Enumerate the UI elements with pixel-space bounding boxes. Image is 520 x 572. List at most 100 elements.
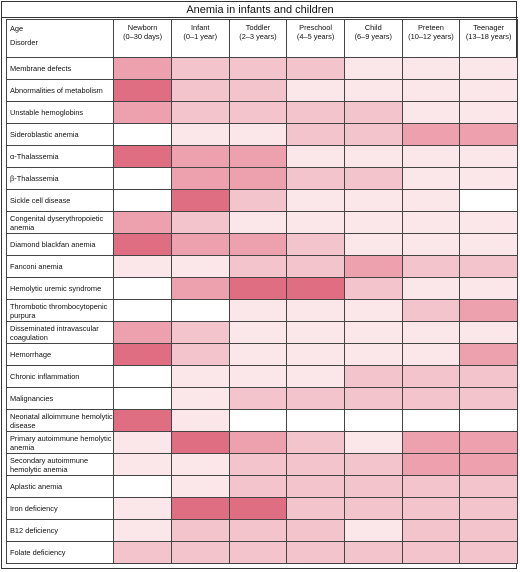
heatmap-cell: [401, 497, 461, 520]
table-row: Disseminated intravascular coagulation: [5, 321, 518, 344]
heatmap-cell: [401, 145, 461, 168]
heatmap-cell: [228, 299, 288, 322]
heatmap-cell: [113, 233, 172, 256]
heatmap-cell: [401, 79, 461, 102]
heatmap-cell: [228, 475, 288, 498]
table-row: Secondary autoimmune hemolytic anemia: [5, 453, 518, 476]
column-range: (2–3 years): [239, 32, 277, 41]
heatmap-cell: [228, 255, 288, 278]
heatmap-cell: [459, 123, 518, 146]
heatmap-cell: [170, 497, 230, 520]
disorder-label: Hemorrhage: [5, 343, 115, 366]
heatmap-cell: [228, 167, 288, 190]
heatmap-cell: [113, 299, 172, 322]
heatmap-cell: [286, 365, 345, 388]
heatmap-cell: [343, 167, 403, 190]
heatmap-cell: [343, 343, 403, 366]
heatmap-cell: [113, 123, 172, 146]
column-range: (6–9 years): [354, 32, 392, 41]
heatmap-cell: [343, 299, 403, 322]
heatmap-cell: [401, 101, 461, 124]
column-range: (13–18 years): [465, 32, 512, 41]
heatmap-cell: [401, 189, 461, 212]
heatmap-cell: [286, 387, 345, 410]
header-row: Age Disorder Newborn (0–30 days) Infant (0–…: [5, 19, 518, 58]
heatmap-cell: [401, 321, 461, 344]
heatmap-cell: [401, 453, 461, 476]
heatmap-cell: [286, 277, 345, 300]
heatmap-cell: [113, 255, 172, 278]
heatmap-cell: [286, 233, 345, 256]
heatmap-cell: [170, 233, 230, 256]
heatmap-cell: [401, 387, 461, 410]
column-header: Toddler (2–3 years): [228, 19, 288, 58]
heatmap-cell: [113, 497, 172, 520]
disorder-label: Hemolytic uremic syndrome: [5, 277, 115, 300]
disorder-label: B12 deficiency: [5, 519, 115, 542]
heatmap-cell: [170, 321, 230, 344]
heatmap-cell: [228, 321, 288, 344]
heatmap-cell: [113, 145, 172, 168]
heatmap-cell: [343, 255, 403, 278]
heatmap-cell: [286, 409, 345, 432]
disorder-label: Abnormalities of metabolism: [5, 79, 115, 102]
heatmap-cell: [459, 233, 518, 256]
table-row: Thrombotic thrombocytopenic purpura: [5, 299, 518, 322]
disorder-label: Primary autoimmune hemolytic anemia: [5, 431, 115, 454]
heatmap-cell: [343, 79, 403, 102]
heatmap-cell: [228, 497, 288, 520]
table-row: Sideroblastic anemia: [5, 123, 518, 146]
disorder-label: Sickle cell disease: [5, 189, 115, 212]
heatmap-cell: [113, 541, 172, 564]
heatmap-cell: [228, 123, 288, 146]
heatmap-cell: [343, 475, 403, 498]
heatmap-cell: [228, 211, 288, 234]
heatmap-cell: [170, 255, 230, 278]
heatmap-cell: [459, 145, 518, 168]
heatmap-cell: [401, 365, 461, 388]
heatmap-cell: [286, 79, 345, 102]
heatmap-cell: [286, 145, 345, 168]
heatmap-cell: [459, 299, 518, 322]
heatmap-cell: [228, 431, 288, 454]
disorder-label: α-Thalassemia: [5, 145, 115, 168]
disorder-label: Unstable hemoglobins: [5, 101, 115, 124]
heatmap-cell: [401, 277, 461, 300]
table-row: α-Thalassemia: [5, 145, 518, 168]
heatmap-cell: [401, 167, 461, 190]
heatmap-cell: [343, 57, 403, 80]
heatmap-cell: [170, 211, 230, 234]
heatmap-cell: [286, 475, 345, 498]
heatmap-cell: [401, 343, 461, 366]
disorder-label: Neonatal alloimmune hemolytic disease: [5, 409, 115, 432]
heatmap-cell: [228, 57, 288, 80]
heatmap-cell: [113, 519, 172, 542]
heatmap-cell: [228, 519, 288, 542]
heatmap-cell: [170, 519, 230, 542]
heatmap-cell: [286, 497, 345, 520]
table-row: Abnormalities of metabolism: [5, 79, 518, 102]
heatmap-cell: [286, 123, 345, 146]
heatmap-cell: [170, 123, 230, 146]
heatmap-cell: [343, 233, 403, 256]
heatmap-cell: [286, 321, 345, 344]
table-row: Fanconi anemia: [5, 255, 518, 278]
heatmap-cell: [228, 343, 288, 366]
heatmap-cell: [401, 211, 461, 234]
column-header: Newborn (0–30 days): [113, 19, 172, 58]
heatmap-cell: [401, 409, 461, 432]
column-name: Teenager: [473, 23, 505, 32]
table-row: Iron deficiency: [5, 497, 518, 520]
heatmap-cell: [459, 255, 518, 278]
heatmap-cell: [401, 519, 461, 542]
heatmap-cell: [286, 167, 345, 190]
heatmap-cell: [459, 167, 518, 190]
heatmap-cell: [170, 299, 230, 322]
heatmap-cell: [113, 475, 172, 498]
heatmap-cell: [228, 365, 288, 388]
disorder-label: Secondary autoimmune hemolytic anemia: [5, 453, 115, 476]
heatmap-cell: [228, 453, 288, 476]
table-row: Folate deficiency: [5, 541, 518, 564]
heatmap-cell: [459, 431, 518, 454]
disorder-label: Chronic inflammation: [5, 365, 115, 388]
